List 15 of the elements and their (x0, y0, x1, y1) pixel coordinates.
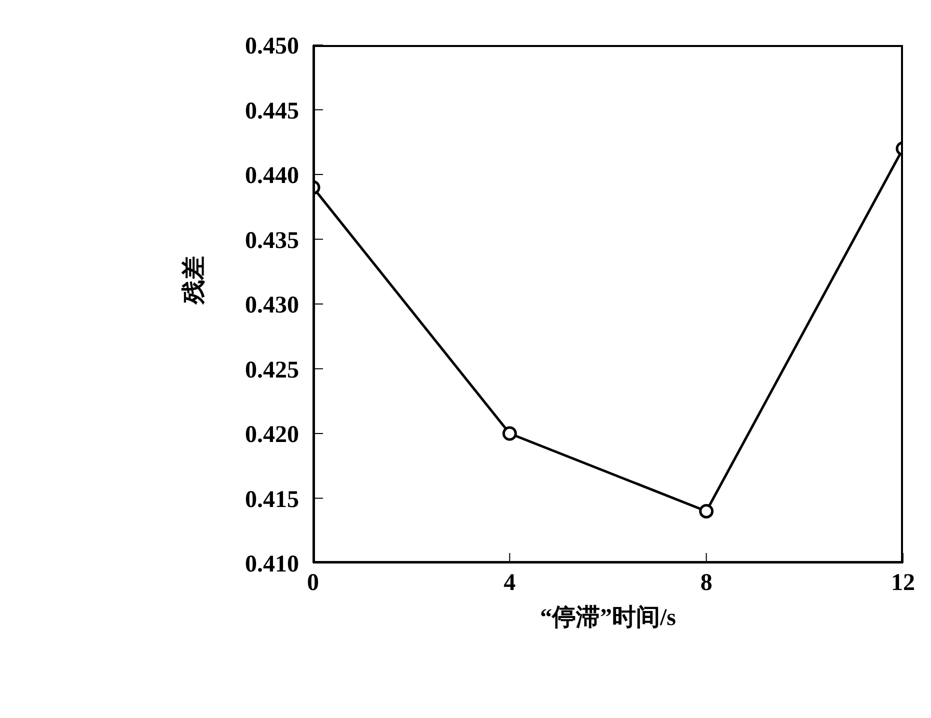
x-tick-label: 12 (891, 570, 915, 596)
y-tick-label: 0.450 (245, 34, 299, 60)
y-tick-label: 0.415 (245, 486, 299, 513)
x-axis-title: “停滞”时间/s (540, 604, 676, 631)
y-tick-label: 0.445 (245, 98, 299, 124)
y-tick-label: 0.425 (245, 357, 299, 384)
x-tick-label: 8 (700, 570, 712, 596)
x-tick-label: 4 (504, 570, 516, 596)
y-tick-label: 0.435 (245, 228, 299, 254)
y-tick-label: 0.440 (245, 163, 299, 190)
y-tick-label: 0.420 (245, 422, 299, 448)
x-tick-label: 0 (307, 570, 319, 596)
y-tick-label: 0.430 (245, 292, 299, 319)
y-tick-label: 0.410 (245, 552, 299, 578)
y-axis-title: 残差 (180, 256, 208, 305)
